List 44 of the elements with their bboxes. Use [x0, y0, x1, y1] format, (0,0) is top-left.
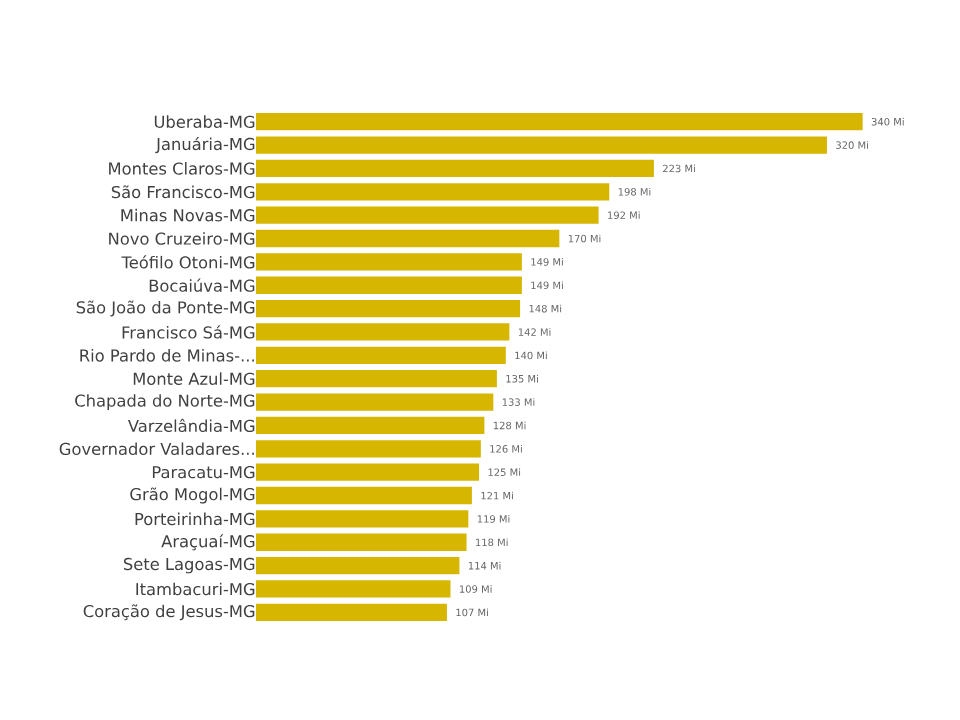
y-tick-label: Chapada do Norte-MG — [75, 394, 255, 410]
y-tick-label: Uberaba-MG — [154, 115, 255, 128]
bar — [256, 580, 451, 598]
y-tick-label: Januária-MG — [155, 136, 255, 154]
bar — [256, 556, 460, 575]
y-tick-label: Francisco Sá-MG — [122, 325, 255, 339]
bar — [256, 183, 610, 201]
y-tick-label: Itambacuri-MG — [136, 582, 255, 596]
y-tick-label: São João da Ponte-MG — [76, 300, 255, 317]
bar — [256, 486, 472, 505]
y-tick-label: Rio Pardo de Minas-... — [80, 349, 254, 362]
bar — [256, 533, 467, 551]
bar — [256, 416, 485, 435]
y-tick-label: Monte Azul-MG — [133, 372, 255, 385]
bar — [256, 113, 863, 131]
bar — [256, 159, 654, 178]
bar — [256, 370, 497, 388]
y-tick-label: Teófilo Otoni-MG — [121, 255, 255, 269]
bar — [256, 440, 481, 458]
bar — [256, 393, 494, 411]
y-tick-label: Governador Valadares... — [59, 442, 254, 456]
y-tick-label: Porteirinha-MG — [135, 512, 255, 526]
bar — [256, 299, 521, 318]
bar — [256, 323, 510, 341]
bar — [256, 276, 522, 294]
bar — [256, 253, 522, 271]
y-tick-label: Bocaiúva-MG — [149, 278, 255, 292]
bar — [256, 510, 469, 528]
bar — [256, 463, 480, 481]
y-tick-label: Varzelândia-MG — [127, 418, 255, 433]
y-tick-label: Paracatu-MG — [152, 465, 255, 479]
bar — [256, 603, 447, 621]
bar — [256, 136, 827, 154]
y-tick-label: Sete Lagoas-MG — [123, 557, 255, 574]
bar — [256, 346, 506, 364]
bar — [256, 229, 560, 248]
y-tick-label: Novo Cruzeiro-MG — [109, 232, 255, 245]
y-tick-label: Montes Claros-MG — [109, 162, 255, 175]
y-tick-label: São Francisco-MG — [111, 185, 255, 199]
y-tick-label: Grão Mogol-MG — [130, 487, 255, 504]
y-tick-label: Minas Novas-MG — [121, 208, 255, 222]
y-tick-label: Araçuaí-MG — [161, 534, 255, 551]
y-tick-label: Coração de Jesus-MG — [83, 604, 255, 621]
bar — [256, 206, 599, 224]
